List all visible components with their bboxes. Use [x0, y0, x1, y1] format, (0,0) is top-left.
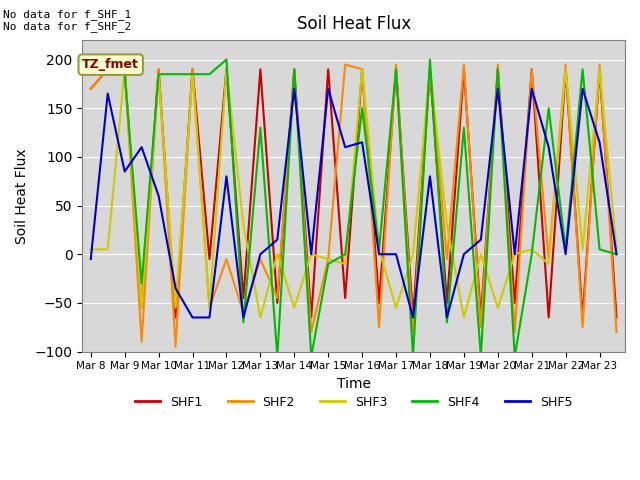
Y-axis label: Soil Heat Flux: Soil Heat Flux [15, 148, 29, 244]
X-axis label: Time: Time [337, 377, 371, 391]
Title: Soil Heat Flux: Soil Heat Flux [296, 15, 411, 33]
Text: TZ_fmet: TZ_fmet [83, 58, 139, 71]
Legend: SHF1, SHF2, SHF3, SHF4, SHF5: SHF1, SHF2, SHF3, SHF4, SHF5 [130, 391, 577, 414]
Text: No data for f_SHF_1: No data for f_SHF_1 [3, 9, 131, 20]
Text: No data for f_SHF_2: No data for f_SHF_2 [3, 21, 131, 32]
